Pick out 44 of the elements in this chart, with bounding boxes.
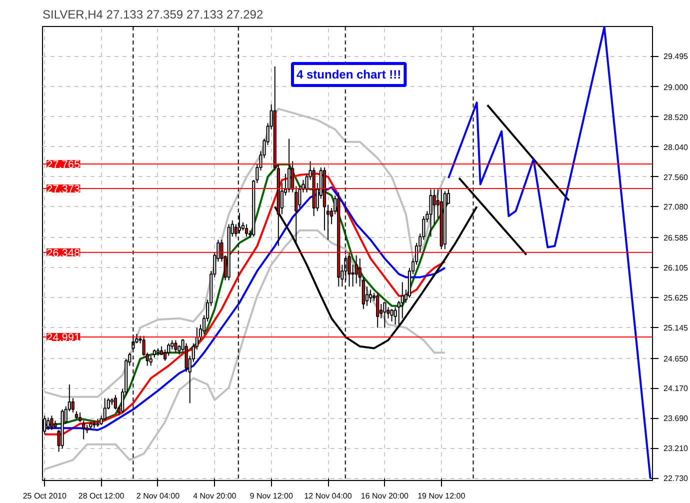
y-tick-label: 24.170 [664, 384, 689, 394]
candlestick [50, 415, 54, 430]
candlestick [354, 254, 358, 284]
x-tick-label: 28 Oct 12:00 [78, 492, 125, 500]
candlestick [71, 398, 75, 414]
candlestick [368, 289, 372, 304]
ref-line-label: 24.991 [46, 332, 80, 344]
candlestick [376, 292, 380, 328]
y-tick-label: 22.730 [664, 474, 689, 484]
ref-line-label: 27.765 [46, 159, 80, 172]
candlestick [429, 188, 432, 238]
x-tick-label: 9 Nov 12:00 [250, 492, 294, 500]
y-tick-label: 23.210 [664, 444, 689, 454]
chart-title: SILVER,H4 27.133 27.359 27.133 27.292 [42, 8, 264, 22]
candlestick [287, 138, 291, 193]
x-tick-label: 12 Nov 04:00 [304, 492, 352, 500]
y-tick-label: 26.585 [664, 234, 689, 243]
candlestick [174, 340, 178, 354]
candlestick [383, 302, 386, 328]
y-tick-label: 29.000 [664, 82, 689, 92]
candlestick [103, 398, 106, 422]
y-tick-label: 25.625 [664, 293, 689, 302]
x-tick-label: 19 Nov 12:00 [418, 492, 466, 500]
ref-line-label: 26.348 [46, 247, 80, 260]
y-tick-label: 23.690 [664, 414, 689, 424]
x-tick-label: 2 Nov 04:00 [136, 492, 180, 500]
y-tick-label: 27.080 [664, 202, 689, 212]
x-tick-label: 25 Oct 2010 [22, 492, 67, 500]
x-tick-label: 4 Nov 20:00 [193, 492, 237, 500]
y-tick-label: 29.495 [664, 52, 689, 62]
y-tick-label: 26.105 [664, 264, 689, 273]
y-tick-label: 28.040 [664, 142, 689, 152]
y-tick-label: 25.145 [664, 323, 689, 332]
annotation: 4 stunden chart !!! [296, 68, 402, 82]
candlestick [390, 308, 394, 322]
y-tick-label: 24.650 [664, 354, 689, 364]
ref-line-label: 27.373 [46, 183, 80, 196]
candlestick [244, 224, 248, 238]
line-series [447, 26, 652, 480]
candlestick [46, 417, 50, 430]
candlestick [149, 355, 152, 366]
y-tick-label: 27.560 [664, 172, 689, 182]
x-tick-label: 16 Nov 20:00 [360, 492, 410, 500]
y-tick-label: 28.520 [664, 112, 689, 122]
